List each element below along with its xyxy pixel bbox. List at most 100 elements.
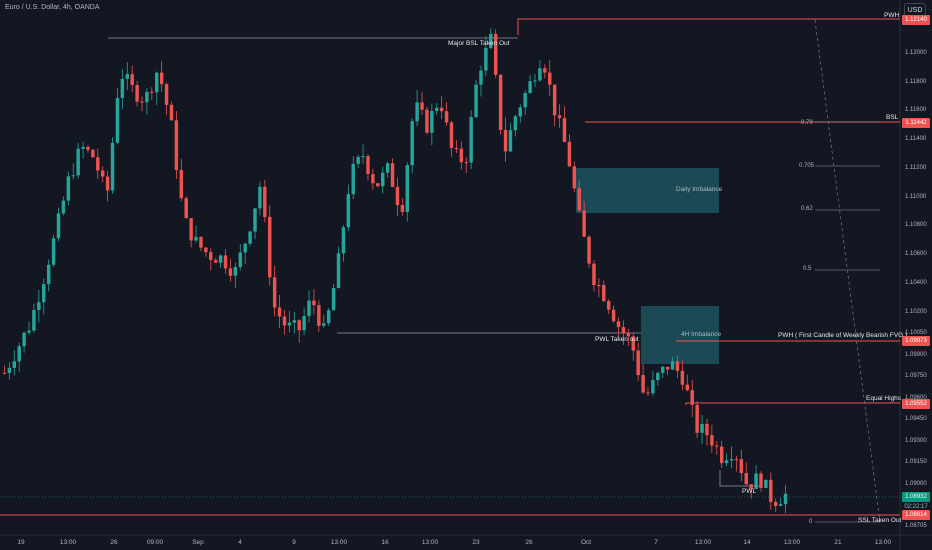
candle-body: [292, 320, 297, 323]
candle-body: [51, 238, 56, 265]
candle-body: [326, 310, 331, 324]
candle-body: [454, 147, 459, 149]
candle-body: [773, 501, 778, 506]
candle-body: [513, 116, 518, 131]
candle-body: [184, 198, 188, 219]
price-tick: 1.10200: [905, 308, 927, 315]
candle-body: [150, 91, 154, 93]
candle-body: [710, 435, 714, 446]
price-tick: 1.08705: [905, 523, 927, 530]
time-tick: 13:00: [783, 539, 801, 546]
candle-body: [361, 156, 365, 158]
candle-body: [611, 309, 616, 322]
candle-body: [238, 252, 242, 267]
candle-body: [336, 253, 341, 289]
price-tick: 1.09600: [905, 394, 927, 401]
candle-body: [587, 236, 591, 264]
candle-body: [759, 473, 763, 488]
candle-body: [425, 109, 429, 133]
fib-label-05: 0.5: [803, 266, 812, 272]
candle-body: [209, 252, 213, 261]
candle-body: [96, 157, 100, 171]
candle-body: [17, 346, 21, 362]
time-tick: 26: [110, 539, 118, 546]
candle-body: [213, 260, 218, 263]
annotation-ssl-taken: SSL Taken Out: [858, 517, 902, 524]
price-tick: 1.09450: [905, 416, 927, 423]
candle-body: [100, 170, 105, 177]
candle-body: [356, 156, 360, 164]
candle-body: [312, 300, 316, 306]
h4-imbalance-zone: [641, 306, 719, 364]
price-tick: 1.11000: [905, 193, 927, 200]
candle-body: [646, 392, 650, 394]
candle-body: [744, 473, 748, 485]
candle-body: [125, 74, 129, 79]
price-label-ssl: 1.08814: [902, 510, 930, 520]
candle-body: [12, 361, 17, 368]
candle-body: [464, 162, 468, 164]
candle-body: [233, 266, 238, 276]
time-tick: 13:00: [421, 539, 439, 546]
candle-body: [592, 263, 596, 286]
equal-highs-line: [685, 402, 900, 405]
time-tick: 26: [525, 539, 533, 546]
price-tick: 1.11800: [905, 78, 927, 85]
price-label-bsl: 1.11442: [902, 118, 930, 128]
candle-body: [155, 72, 159, 93]
candle-body: [651, 380, 655, 394]
candle-body: [680, 370, 685, 385]
candle-body: [410, 121, 414, 166]
time-tick: 21: [834, 539, 842, 546]
candle-body: [739, 459, 744, 474]
chart-title: Euro / U.S. Dollar, 4h, OANDA: [5, 4, 100, 11]
candle-body: [577, 188, 581, 211]
price-tick: 1.10400: [905, 279, 927, 286]
candle-body: [322, 323, 326, 326]
candle-body: [474, 84, 478, 118]
candle-body: [76, 148, 80, 176]
time-tick: 9: [292, 539, 296, 546]
price-tick: 1.10800: [905, 222, 927, 229]
candle-body: [27, 330, 31, 333]
annotation-bsl: BSL: [886, 114, 899, 121]
candle-body: [71, 175, 75, 177]
candle-body: [567, 141, 572, 167]
time-tick: 7: [654, 539, 658, 546]
candle-body: [37, 302, 41, 310]
time-tick: 16: [381, 539, 389, 546]
candle-body: [228, 268, 233, 276]
candle-body: [606, 301, 611, 310]
candle-body: [444, 111, 449, 123]
candle-body: [159, 72, 164, 85]
time-tick: 4: [238, 539, 242, 546]
price-tick: 1.10600: [905, 251, 927, 258]
candle-body: [656, 372, 660, 381]
time-tick: 13:00: [59, 539, 77, 546]
daily-imbalance-label: Daily Imbalance: [676, 186, 723, 193]
fib-label-079: 0.79: [801, 120, 813, 126]
candle-body: [61, 200, 66, 214]
fib-label-0: 0: [809, 519, 813, 525]
candle-body: [523, 92, 527, 108]
annotation-major-bsl: Major BSL Taken Out: [448, 40, 510, 47]
time-tick: 09:00: [146, 539, 164, 546]
price-tick: 1.09750: [905, 373, 927, 380]
countdown-label: 02:22:17: [902, 502, 930, 512]
price-label-pwh: 1.12140: [902, 15, 930, 25]
candle-body: [351, 163, 355, 195]
candle-body: [695, 404, 699, 433]
candle-body: [435, 107, 439, 112]
candle-body: [86, 146, 90, 150]
candle-body: [675, 361, 680, 371]
price-label-equal-highs: 1.09552: [902, 399, 930, 409]
candle-body: [626, 333, 631, 337]
time-tick: 13:00: [330, 539, 348, 546]
candle-body: [130, 74, 134, 86]
candle-body: [459, 148, 464, 163]
candle-body: [400, 205, 405, 212]
candle-body: [390, 163, 395, 187]
candle-body: [32, 309, 36, 331]
candle-body: [302, 316, 306, 331]
